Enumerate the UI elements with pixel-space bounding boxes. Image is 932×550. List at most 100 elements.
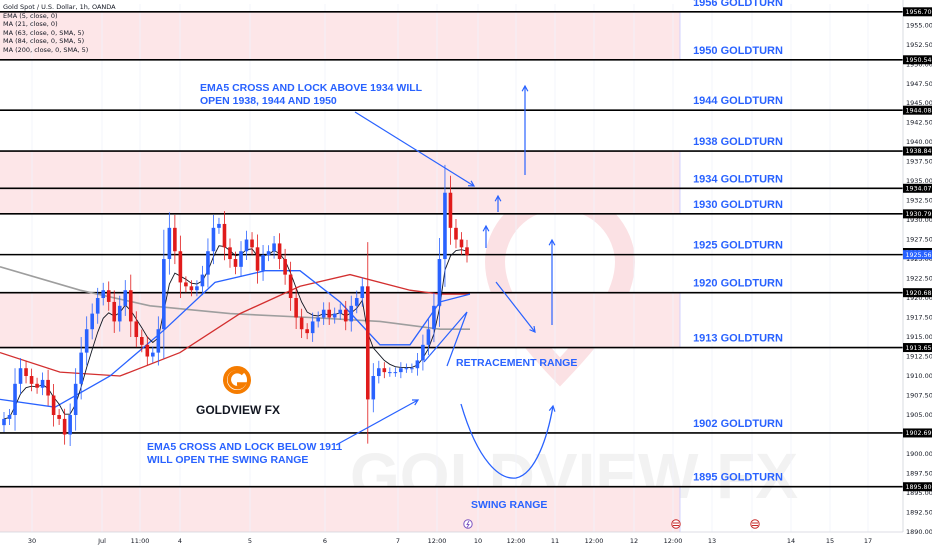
- candle-body-72: [399, 368, 403, 373]
- candle-body-31: [173, 227, 177, 252]
- arrow-down-diagonal-head: [529, 325, 536, 333]
- price-tick-25: 1952.500: [906, 41, 932, 49]
- candle-body-30: [167, 227, 172, 260]
- time-axis-bg: [0, 532, 903, 550]
- indicator-ma84[interactable]: MA (84, close, 0, SMA, 5): [3, 37, 85, 46]
- candle-body-3: [18, 368, 23, 384]
- candle-body-49: [272, 243, 276, 252]
- time-tick-13: 12:00: [664, 537, 683, 545]
- price-tick-6: 1905.000: [906, 411, 932, 419]
- candle-body-73: [404, 368, 409, 370]
- time-tick-3: 4: [178, 537, 182, 545]
- arrow-up-mid-head: [548, 238, 556, 246]
- price-tick-11: 1917.500: [906, 314, 932, 322]
- ma21-line: [0, 270, 471, 408]
- candle-body-36: [200, 274, 205, 287]
- candle-body-45: [250, 239, 254, 248]
- candle-body-21: [117, 305, 122, 322]
- candle-body-12: [68, 415, 72, 435]
- candle-body-0: [2, 418, 6, 426]
- time-tick-15: 14: [787, 537, 795, 545]
- candle-body-66: [365, 286, 370, 400]
- retracement-triangle: [423, 311, 468, 367]
- us-flag-event-icon-1: [750, 519, 760, 529]
- level-label-7: 1920 GOLDTURN: [693, 278, 783, 290]
- level-tag-10-text: 1895.806: [906, 484, 932, 491]
- indicator-ma21[interactable]: MA (21, close, 0): [3, 20, 58, 29]
- note-bottom-line-2: WILL OPEN THE SWING RANGE: [147, 454, 308, 466]
- time-tick-7: 12:00: [428, 537, 447, 545]
- note-bottom-line-1: EMA5 CROSS AND LOCK BELOW 1911: [147, 441, 342, 453]
- last-price-tag-text: 1925.565: [906, 252, 932, 259]
- indicator-ma200[interactable]: MA (200, close, 0, SMA, 5): [3, 45, 89, 54]
- price-tick-23: 1947.500: [906, 80, 932, 88]
- candle-body-58: [321, 309, 326, 318]
- candle-body-55: [305, 329, 309, 334]
- candle-body-47: [261, 255, 265, 271]
- time-tick-4: 5: [248, 537, 252, 545]
- candles-layer: [2, 164, 469, 447]
- level-label-5: 1930 GOLDTURN: [693, 199, 783, 211]
- candle-body-28: [156, 329, 161, 353]
- candle-body-18: [101, 290, 106, 299]
- level-tag-3-text: 1938.849: [906, 148, 932, 155]
- candle-body-2: [13, 383, 17, 416]
- candle-body-43: [239, 251, 243, 267]
- zone-3: [0, 486, 680, 532]
- logo-text: GOLDVIEW FX: [196, 403, 280, 417]
- lightning-glyph-icon: [466, 520, 470, 528]
- candle-body-63: [349, 305, 354, 322]
- price-tick-14: 1925.000: [906, 255, 932, 263]
- arrow-up-tall-head: [521, 84, 529, 92]
- symbol-title[interactable]: Gold Spot / U.S. Dollar, 1h, OANDA: [3, 3, 116, 11]
- candle-body-39: [217, 223, 221, 228]
- price-tick-20: 1940.000: [906, 138, 932, 146]
- level-tag-4-text: 1934.071: [906, 185, 932, 192]
- indicator-ma63[interactable]: MA (63, close, 0, SMA, 5): [3, 28, 85, 37]
- note-top-line-2: OPEN 1938, 1944 AND 1950: [200, 95, 337, 107]
- candle-body-75: [415, 360, 420, 369]
- candle-body-29: [162, 259, 166, 330]
- candle-body-71: [393, 372, 398, 374]
- price-tick-22: 1945.000: [906, 99, 932, 107]
- candle-body-60: [332, 313, 337, 318]
- time-tick-1: Jul: [97, 537, 106, 545]
- swing-curve-head: [548, 404, 556, 412]
- candle-body-33: [184, 282, 188, 287]
- candle-body-61: [338, 309, 343, 314]
- price-tick-13: 1922.500: [906, 275, 932, 283]
- time-axis[interactable]: 30 Jul 11:00 4 5 6 7 12:00 10 12:00 11 12:00 12 12:00…: [0, 519, 903, 550]
- candle-body-24: [134, 321, 139, 338]
- candle-body-7: [40, 379, 45, 388]
- candle-body-70: [388, 372, 392, 374]
- candle-body-46: [255, 247, 260, 271]
- level-label-1: 1950 GOLDTURN: [693, 45, 783, 57]
- level-label-2: 1944 GOLDTURN: [693, 95, 783, 107]
- candle-body-17: [95, 298, 100, 314]
- level-tag-0-text: 1956.700: [906, 9, 932, 16]
- level-tag-8-text: 1913.650: [906, 345, 932, 352]
- price-tick-8: 1910.000: [906, 372, 932, 380]
- arrow-note-to-range-head: [411, 399, 420, 406]
- candle-body-22: [123, 290, 128, 306]
- watermark-logo: [484, 189, 636, 387]
- candle-body-13: [73, 383, 78, 416]
- indicator-ema5[interactable]: EMA (5, close, 0): [3, 11, 58, 20]
- candle-body-68: [377, 368, 381, 377]
- level-label-9: 1902 GOLDTURN: [693, 418, 783, 430]
- price-axis[interactable]: 1890.000 1892.500 1895.000 1897.500 1900.000…: [902, 0, 932, 550]
- arrow-up-small-2-head: [482, 224, 490, 232]
- arrow-note-to-1934-head: [467, 180, 476, 187]
- last-price-tag-bg: [903, 250, 932, 260]
- time-tick-14: 13: [708, 537, 716, 545]
- time-tick-0: 30: [28, 537, 36, 545]
- ma63-line: [0, 273, 470, 377]
- level-tag-10-bg: [903, 482, 932, 492]
- price-tick-15: 1927.500: [906, 236, 932, 244]
- candle-body-69: [382, 368, 387, 373]
- level-tag-2-bg: [903, 105, 932, 115]
- candle-body-62: [343, 309, 348, 322]
- arrow-note-to-1934-shaft: [354, 111, 475, 187]
- annotations-layer: EMA5 CROSS AND LOCK ABOVE 1934 WILL OPEN…: [147, 82, 577, 511]
